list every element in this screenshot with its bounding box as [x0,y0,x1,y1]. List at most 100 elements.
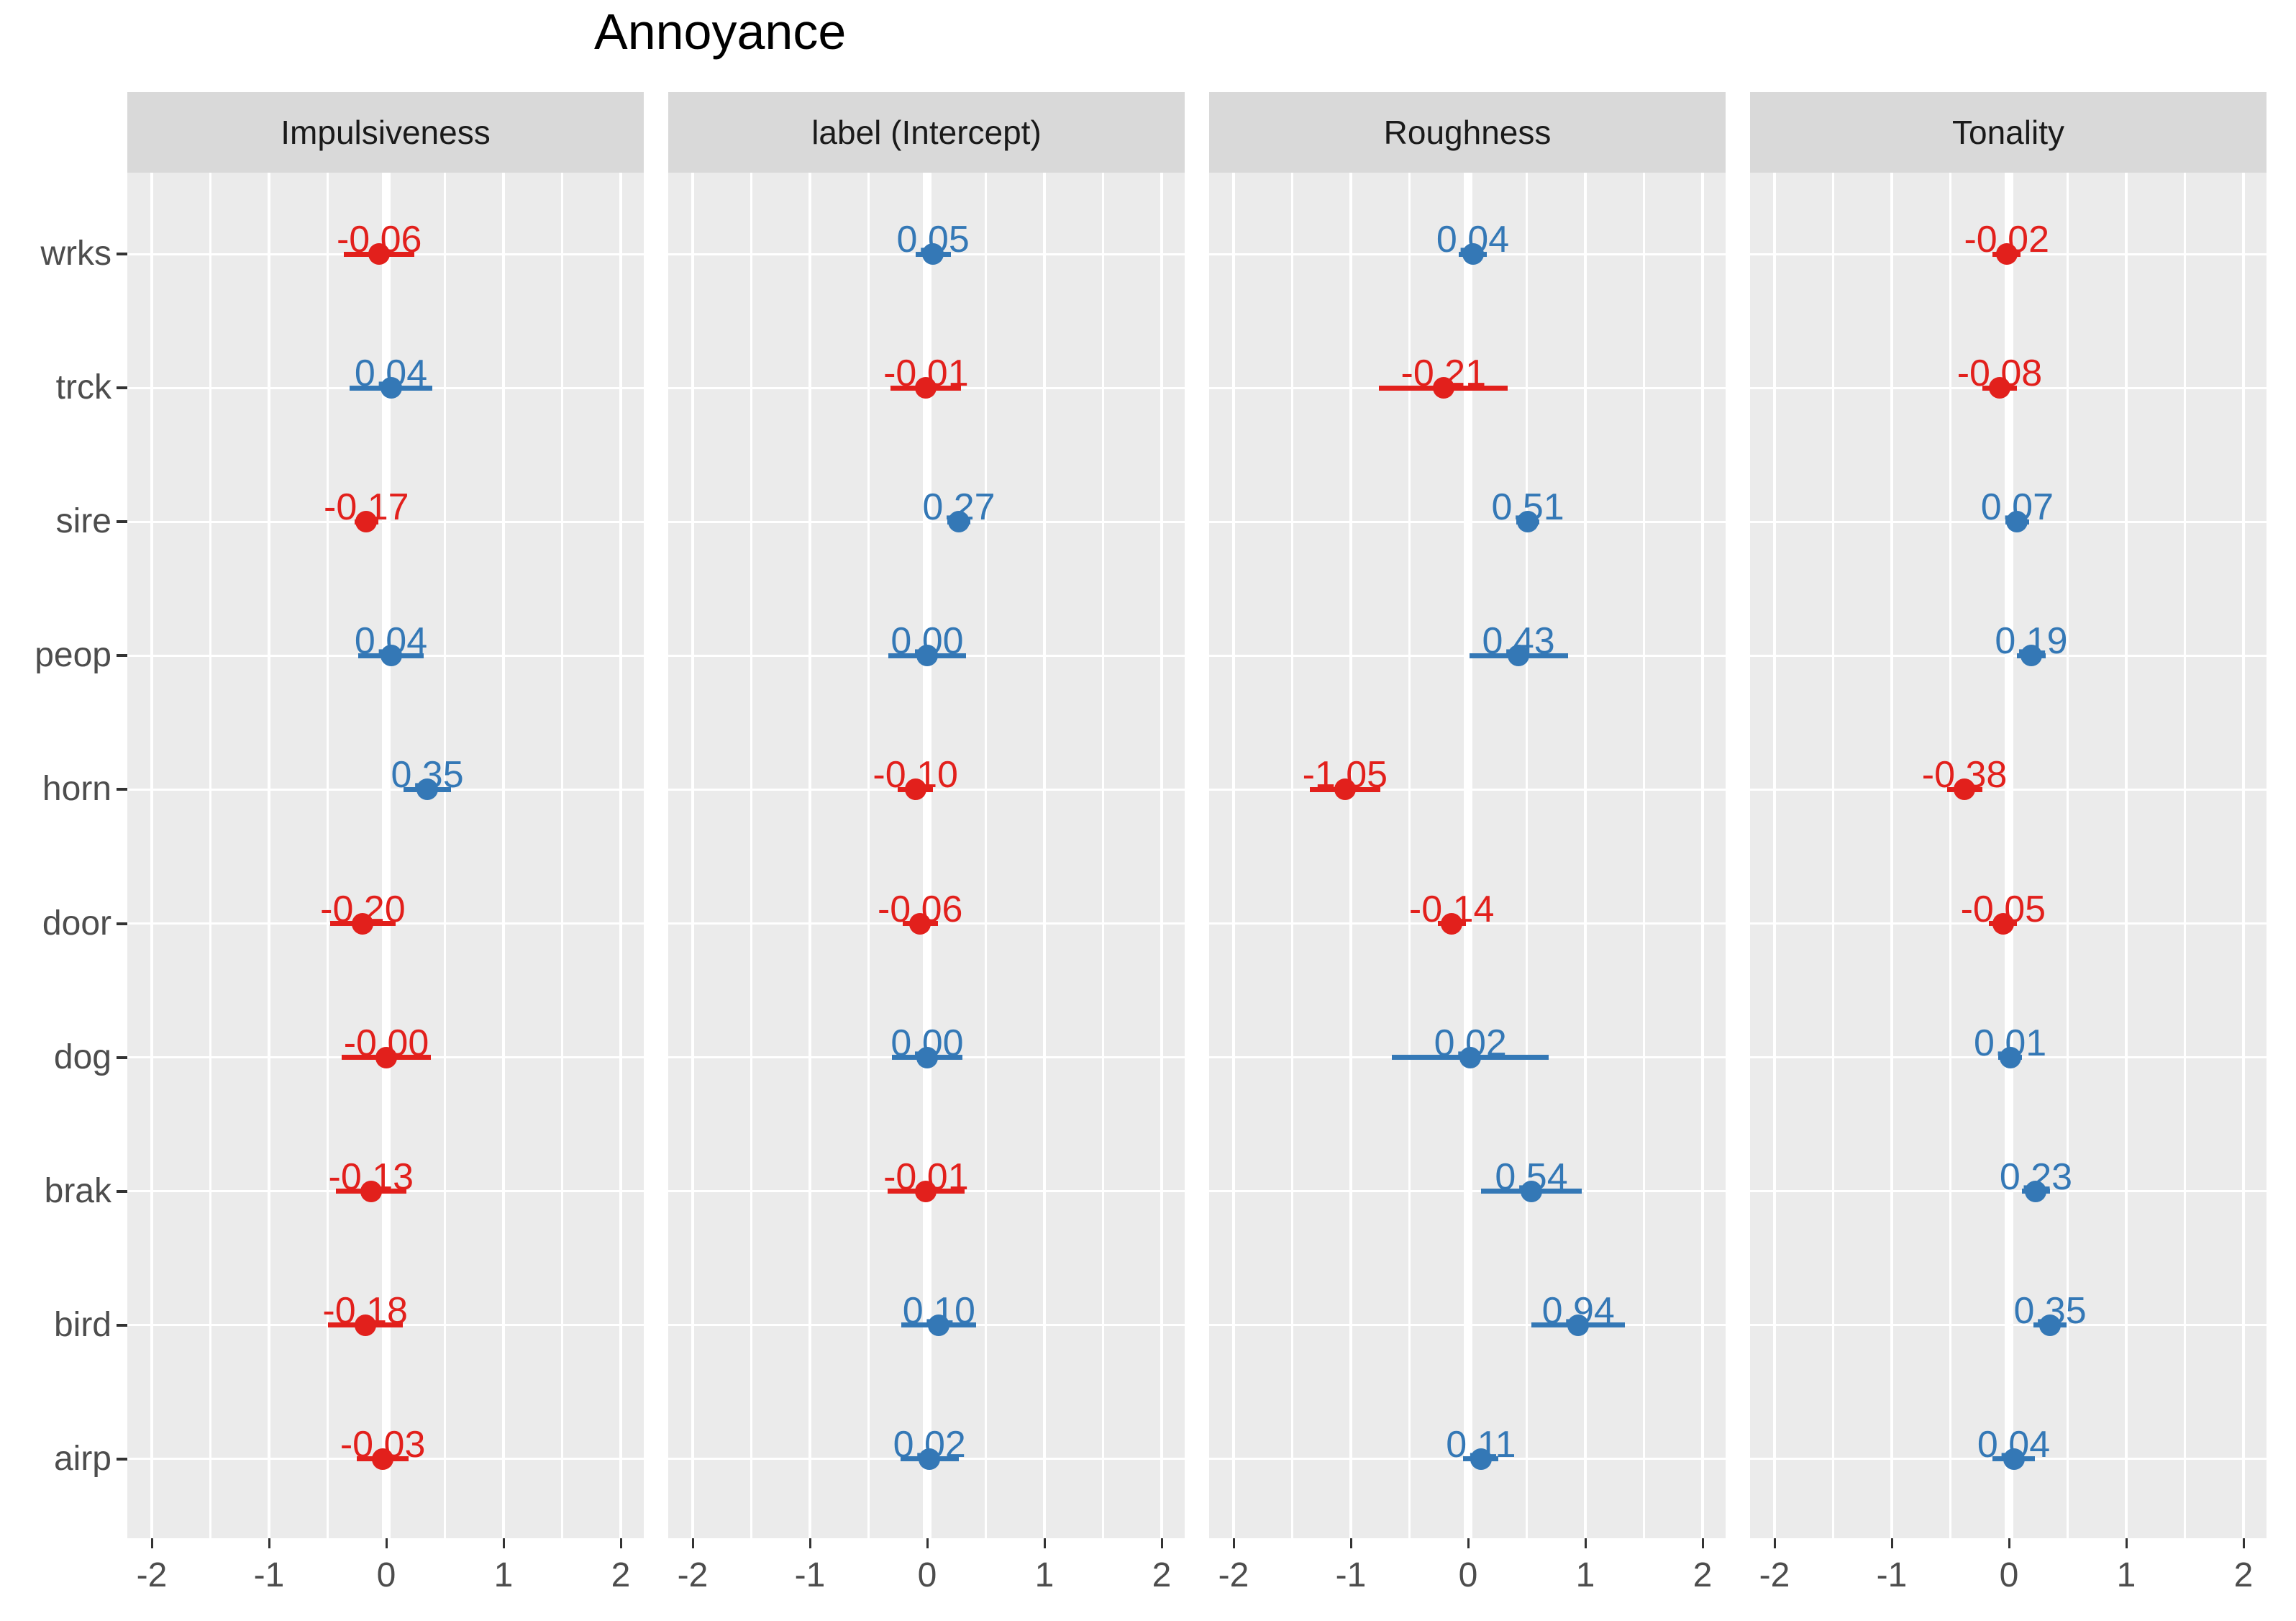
point-dot [1988,377,2010,399]
x-tick-label: -1 [253,1556,285,1594]
point-dot [1508,645,1530,667]
point-dot [1999,1046,2021,1068]
x-tick-mark [502,1538,505,1548]
x-tick-mark [1467,1538,1470,1548]
y-axis-label-horn: horn [42,770,111,809]
point-dot [916,1046,938,1068]
point-dot [416,778,439,801]
gridline-major-vertical [1349,173,1352,1538]
gridline-minor-vertical [327,173,329,1538]
point-dot [1521,1180,1543,1202]
gridline-major-vertical [1773,173,1776,1538]
point-dot [372,1448,394,1470]
gridline-minor-vertical [985,173,987,1538]
y-tick-mark [117,922,127,925]
x-tick-mark [268,1538,270,1548]
x-tick-label: 1 [2116,1556,2136,1594]
point-dot [1334,778,1356,801]
facet-strip: label (Intercept) [668,92,1185,173]
point-dot [919,1448,941,1470]
point-dot [1995,243,2018,265]
x-tick-label: 0 [1999,1556,2019,1594]
point-dot [922,243,944,265]
point-dot [354,1314,376,1336]
point-dot [928,1314,950,1336]
gridline-major-vertical [619,173,622,1538]
y-axis-label-trck: trck [55,368,111,407]
y-tick-mark [117,520,127,524]
point-dot [1567,1314,1590,1336]
y-tick-mark [117,788,127,791]
point-dot [2039,1314,2062,1336]
gridline-minor-vertical [2067,173,2069,1538]
x-tick-label: 2 [1693,1556,1713,1594]
point-dot [1459,1046,1482,1068]
x-tick-mark [1349,1538,1352,1548]
x-tick-mark [1232,1538,1235,1548]
facet-strip: Tonality [1750,92,2267,173]
point-dot [380,377,402,399]
y-axis-label-bird: bird [53,1305,111,1344]
x-tick-label: -2 [1218,1556,1249,1594]
gridline-minor-vertical [750,173,752,1538]
facet-strip-label: Tonality [1952,114,2064,151]
y-tick-mark [117,1457,127,1461]
gridline-major-vertical [2242,173,2245,1538]
x-tick-label: -1 [794,1556,826,1594]
point-dot [2020,645,2042,667]
gridline-minor-vertical [1291,173,1293,1538]
point-dot [360,1180,382,1202]
facet-strip: Roughness [1209,92,1726,173]
x-tick-label: 2 [611,1556,631,1594]
x-tick-label: 1 [1575,1556,1595,1594]
x-tick-mark [1584,1538,1587,1548]
x-tick-mark [1773,1538,1776,1548]
x-tick-mark [1160,1538,1163,1548]
point-dot [904,778,926,801]
x-tick-label: 1 [1034,1556,1054,1594]
x-tick-label: -2 [136,1556,168,1594]
x-tick-label: -2 [1759,1556,1790,1594]
gridline-major-vertical [1701,173,1704,1538]
gridline-major-vertical [1890,173,1893,1538]
point-dot [375,1046,397,1068]
gridline-major-vertical [691,173,694,1538]
gridline-minor-vertical [1408,173,1411,1538]
point-dot [1470,1448,1492,1470]
x-tick-label: 0 [376,1556,396,1594]
x-tick-mark [385,1538,388,1548]
gridline-minor-vertical [444,173,446,1538]
gridline-minor-vertical [1643,173,1645,1538]
y-tick-mark [117,386,127,390]
gridline-major-vertical [502,173,505,1538]
x-tick-label: 2 [1152,1556,1172,1594]
gridline-major-vertical [1160,173,1163,1538]
x-tick-label: -2 [677,1556,709,1594]
facet-panel-4: -0.02 -0.08 0.07 0.19 -0.38 -0.05 0.01 0.23 0.35… [1750,173,2267,1538]
point-dot [368,243,391,265]
y-tick-mark [117,1189,127,1193]
gridline-minor-vertical [1102,173,1104,1538]
point-dot [1432,377,1454,399]
y-axis-label-wrks: wrks [40,235,111,273]
x-tick-mark [1701,1538,1704,1548]
point-dot [355,511,378,533]
x-tick-label: 1 [493,1556,514,1594]
y-tick-mark [117,654,127,658]
y-tick-mark [117,253,127,255]
gridline-minor-vertical [867,173,870,1538]
gridline-major-vertical [268,173,270,1538]
x-tick-mark [619,1538,622,1548]
x-tick-label: 2 [2233,1556,2254,1594]
x-tick-mark [926,1538,929,1548]
gridline-major-vertical [1232,173,1235,1538]
x-tick-label: -1 [1876,1556,1908,1594]
point-dot [909,912,931,935]
y-axis-label-dog: dog [53,1037,111,1076]
gridline-major-vertical [1043,173,1046,1538]
gridline-minor-vertical [1949,173,1951,1538]
point-dot [1462,243,1484,265]
x-tick-mark [1890,1538,1893,1548]
point-dot [380,645,402,667]
x-tick-mark [2008,1538,2010,1548]
